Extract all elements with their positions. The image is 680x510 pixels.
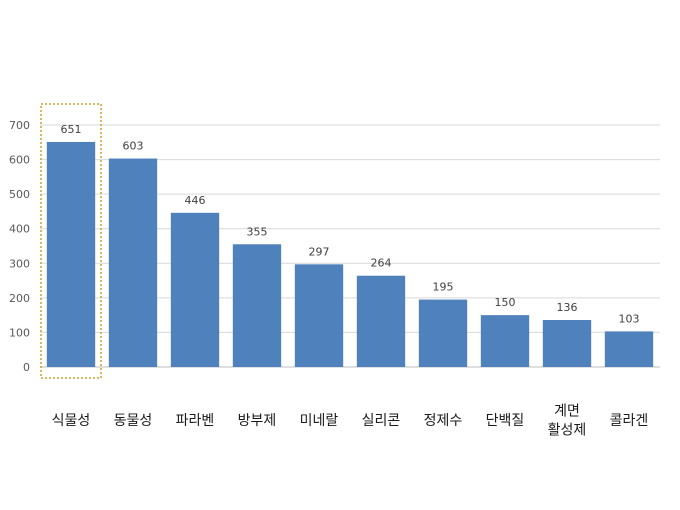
data-label: 297 (309, 245, 330, 258)
bar (604, 331, 654, 367)
data-label: 136 (557, 301, 578, 314)
data-label: 264 (371, 257, 392, 270)
bar (294, 264, 344, 367)
bar (542, 319, 592, 367)
y-tick-label: 500 (9, 188, 30, 201)
y-tick-label: 600 (9, 154, 30, 167)
category-label-line: 계면 (554, 404, 580, 420)
data-label: 603 (123, 140, 144, 153)
category-label-line: 방부제 (238, 413, 277, 429)
data-labels: 651 603 446 355 297 264 195 150 136 103 (61, 123, 640, 325)
y-tick-label: 200 (9, 292, 30, 305)
bar (418, 299, 468, 367)
category-label: 단백질 (486, 413, 525, 429)
data-label: 150 (495, 296, 516, 309)
category-label: 식물성 (52, 413, 91, 429)
data-label: 446 (185, 194, 206, 207)
category-label: 미네랄 (300, 413, 339, 429)
category-label: 동물성 (114, 413, 153, 429)
category-label-line: 정제수 (424, 413, 463, 429)
category-label: 방부제 (238, 413, 277, 429)
category-label: 실리콘 (362, 413, 401, 429)
category-label-line: 단백질 (486, 413, 525, 429)
category-label: 정제수 (424, 413, 463, 429)
data-label: 103 (619, 312, 640, 325)
category-label-line: 파라벤 (176, 413, 215, 429)
data-label: 195 (433, 281, 454, 294)
category-label-line: 미네랄 (300, 413, 339, 429)
y-tick-label: 300 (9, 257, 30, 270)
data-label: 355 (247, 225, 268, 238)
highlight-box (40, 103, 102, 379)
category-label: 파라벤 (176, 413, 215, 429)
category-label-line: 실리콘 (362, 413, 401, 429)
bar (46, 141, 96, 367)
y-tick-label: 700 (9, 119, 30, 132)
category-label-line: 활성제 (548, 423, 587, 439)
data-label: 651 (61, 123, 82, 136)
bars (46, 141, 654, 367)
y-axis-ticks: 0 100 200 300 400 500 600 700 (9, 119, 30, 374)
y-tick-label: 0 (23, 361, 30, 374)
category-label-line: 콜라겐 (610, 413, 649, 429)
category-label-line: 동물성 (114, 413, 153, 429)
y-tick-label: 400 (9, 223, 30, 236)
y-tick-label: 100 (9, 326, 30, 339)
bar (108, 158, 158, 367)
bar (170, 212, 220, 367)
bar (232, 244, 282, 367)
bar (356, 275, 406, 367)
category-label-line: 식물성 (52, 413, 91, 429)
category-label: 콜라겐 (610, 413, 649, 429)
bar (480, 315, 530, 367)
